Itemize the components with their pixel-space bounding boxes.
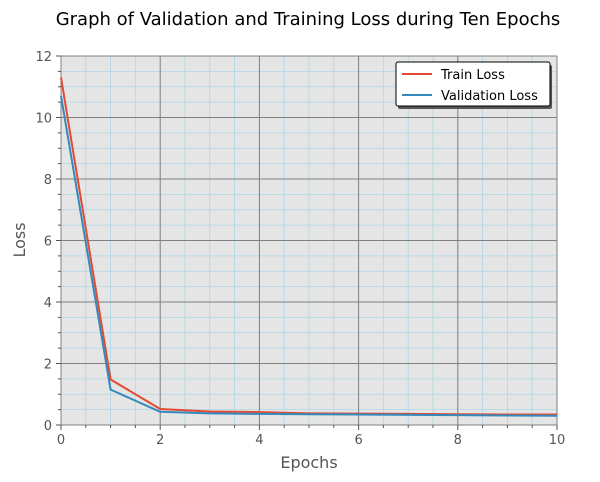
legend: Train Loss Validation Loss	[395, 61, 552, 109]
x-tick-label: 6	[354, 433, 362, 448]
y-tick-labels: 0 2 4 6 8 10 12	[35, 50, 52, 434]
validation-loss-line	[60, 95, 558, 417]
x-tick-label: 0	[57, 433, 65, 448]
x-tick-label: 4	[255, 433, 263, 448]
legend-label-train: Train Loss	[440, 68, 505, 83]
legend-label-validation: Validation Loss	[441, 89, 538, 104]
chart-title: Graph of Validation and Training Loss du…	[56, 9, 561, 30]
y-axis-label: Loss	[10, 222, 29, 257]
y-tick-label: 10	[35, 112, 52, 127]
series-lines	[60, 77, 558, 417]
x-tick-label: 10	[549, 433, 566, 448]
y-tick-label: 4	[44, 296, 52, 311]
y-tick-label: 0	[44, 419, 52, 434]
x-tick-label: 2	[156, 433, 164, 448]
y-tick-label: 8	[44, 173, 52, 188]
y-tick-label: 2	[44, 358, 52, 373]
x-tick-label: 8	[454, 433, 462, 448]
axis-ticks	[56, 55, 558, 430]
y-tick-label: 12	[35, 50, 52, 65]
x-tick-labels: 0 2 4 6 8 10	[57, 433, 565, 448]
legend-box	[395, 61, 551, 107]
y-tick-label: 6	[44, 235, 52, 250]
x-axis-label: Epochs	[280, 453, 337, 472]
